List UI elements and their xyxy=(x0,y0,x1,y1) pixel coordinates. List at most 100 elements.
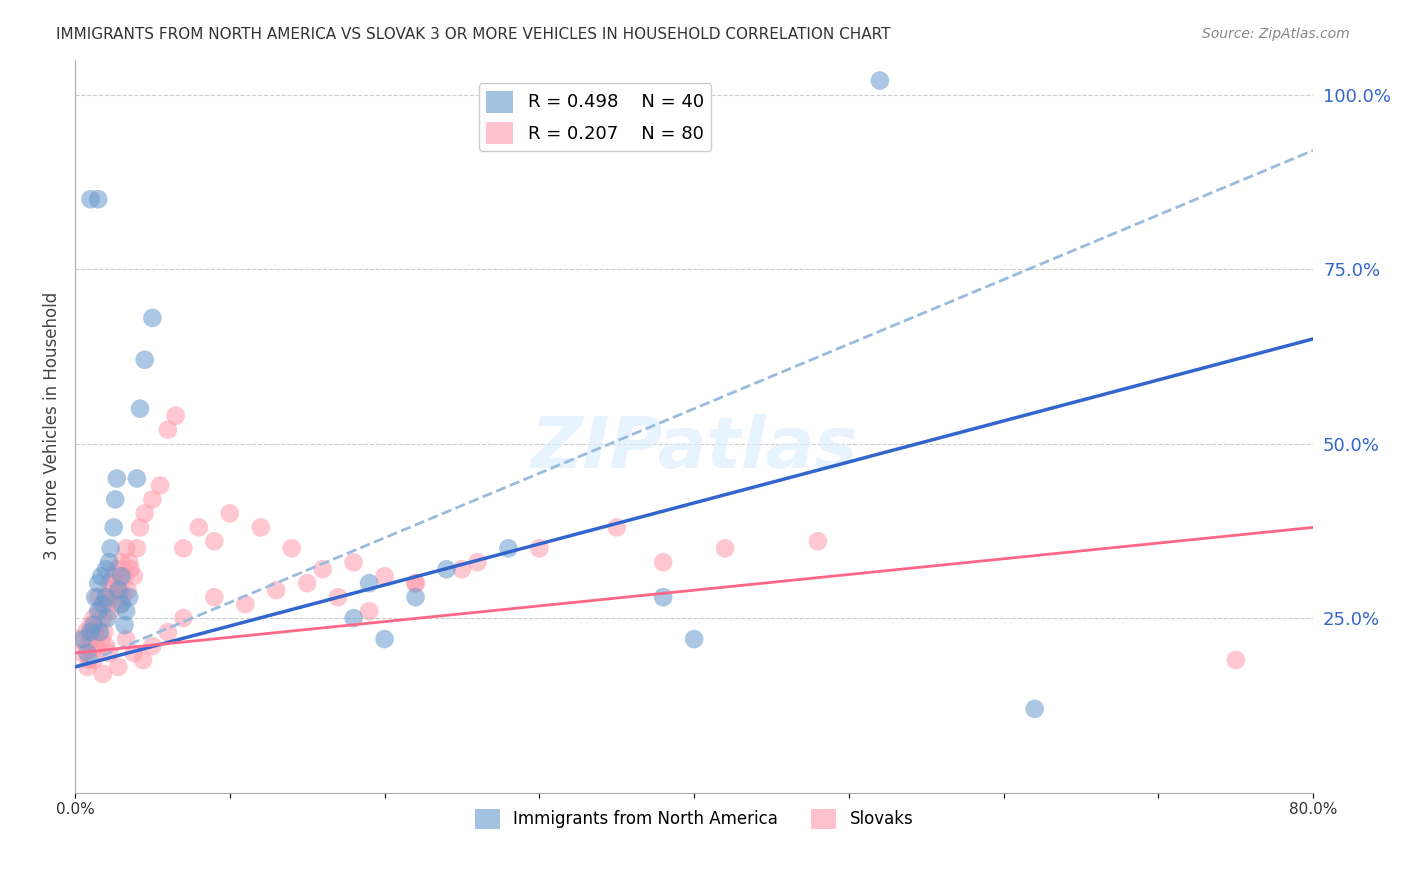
Point xyxy=(83,618,105,632)
Point xyxy=(467,555,489,569)
Point xyxy=(94,562,117,576)
Point xyxy=(129,520,152,534)
Point xyxy=(125,471,148,485)
Point xyxy=(79,618,101,632)
Point xyxy=(98,646,121,660)
Point xyxy=(91,667,114,681)
Point xyxy=(94,597,117,611)
Legend: Immigrants from North America, Slovaks: Immigrants from North America, Slovaks xyxy=(468,802,920,836)
Point xyxy=(451,562,474,576)
Point xyxy=(202,590,225,604)
Point xyxy=(107,576,129,591)
Point xyxy=(83,653,105,667)
Point xyxy=(93,625,115,640)
Point xyxy=(132,653,155,667)
Point xyxy=(84,590,107,604)
Point xyxy=(98,576,121,591)
Point xyxy=(1225,653,1247,667)
Point xyxy=(110,569,132,583)
Text: ZIPatlas: ZIPatlas xyxy=(530,414,858,483)
Point xyxy=(108,597,131,611)
Point xyxy=(134,352,156,367)
Point xyxy=(807,534,830,549)
Point xyxy=(96,611,118,625)
Point xyxy=(326,590,349,604)
Point xyxy=(172,611,194,625)
Point xyxy=(105,562,128,576)
Point xyxy=(94,639,117,653)
Point xyxy=(72,646,94,660)
Point xyxy=(374,569,396,583)
Point xyxy=(103,520,125,534)
Point xyxy=(100,604,122,618)
Point xyxy=(122,569,145,583)
Point xyxy=(405,590,427,604)
Point xyxy=(110,583,132,598)
Point xyxy=(84,625,107,640)
Point xyxy=(76,646,98,660)
Point xyxy=(249,520,271,534)
Point xyxy=(606,520,628,534)
Point xyxy=(436,562,458,576)
Point xyxy=(83,611,105,625)
Point xyxy=(115,632,138,646)
Point xyxy=(79,625,101,640)
Point xyxy=(75,625,97,640)
Point xyxy=(714,541,737,556)
Point xyxy=(264,583,287,598)
Point xyxy=(120,562,142,576)
Point xyxy=(134,507,156,521)
Point xyxy=(91,597,114,611)
Point xyxy=(107,583,129,598)
Point xyxy=(374,632,396,646)
Point xyxy=(103,569,125,583)
Point xyxy=(107,660,129,674)
Point xyxy=(118,555,141,569)
Point xyxy=(125,541,148,556)
Point xyxy=(104,590,127,604)
Text: IMMIGRANTS FROM NORTH AMERICA VS SLOVAK 3 OR MORE VEHICLES IN HOUSEHOLD CORRELAT: IMMIGRANTS FROM NORTH AMERICA VS SLOVAK … xyxy=(56,27,891,42)
Point xyxy=(343,611,366,625)
Point xyxy=(529,541,551,556)
Point xyxy=(141,639,163,653)
Point xyxy=(114,618,136,632)
Point xyxy=(76,639,98,653)
Point xyxy=(405,576,427,591)
Point xyxy=(118,590,141,604)
Point xyxy=(129,401,152,416)
Point xyxy=(87,576,110,591)
Point xyxy=(405,576,427,591)
Point xyxy=(100,541,122,556)
Y-axis label: 3 or more Vehicles in Household: 3 or more Vehicles in Household xyxy=(44,292,60,560)
Point xyxy=(498,541,520,556)
Point xyxy=(202,534,225,549)
Point xyxy=(91,611,114,625)
Point xyxy=(94,590,117,604)
Point xyxy=(652,555,675,569)
Point xyxy=(87,618,110,632)
Text: Source: ZipAtlas.com: Source: ZipAtlas.com xyxy=(1202,27,1350,41)
Point xyxy=(72,632,94,646)
Point xyxy=(1024,702,1046,716)
Point xyxy=(359,576,381,591)
Point xyxy=(69,632,91,646)
Point xyxy=(359,604,381,618)
Point xyxy=(149,478,172,492)
Point xyxy=(104,492,127,507)
Point xyxy=(233,597,256,611)
Point xyxy=(101,583,124,598)
Point xyxy=(105,471,128,485)
Point xyxy=(295,576,318,591)
Point xyxy=(114,569,136,583)
Point xyxy=(98,555,121,569)
Point xyxy=(683,632,706,646)
Point xyxy=(110,555,132,569)
Point xyxy=(141,310,163,325)
Point xyxy=(165,409,187,423)
Point xyxy=(343,555,366,569)
Point xyxy=(156,423,179,437)
Point xyxy=(76,660,98,674)
Point xyxy=(652,590,675,604)
Point xyxy=(115,541,138,556)
Point xyxy=(187,520,209,534)
